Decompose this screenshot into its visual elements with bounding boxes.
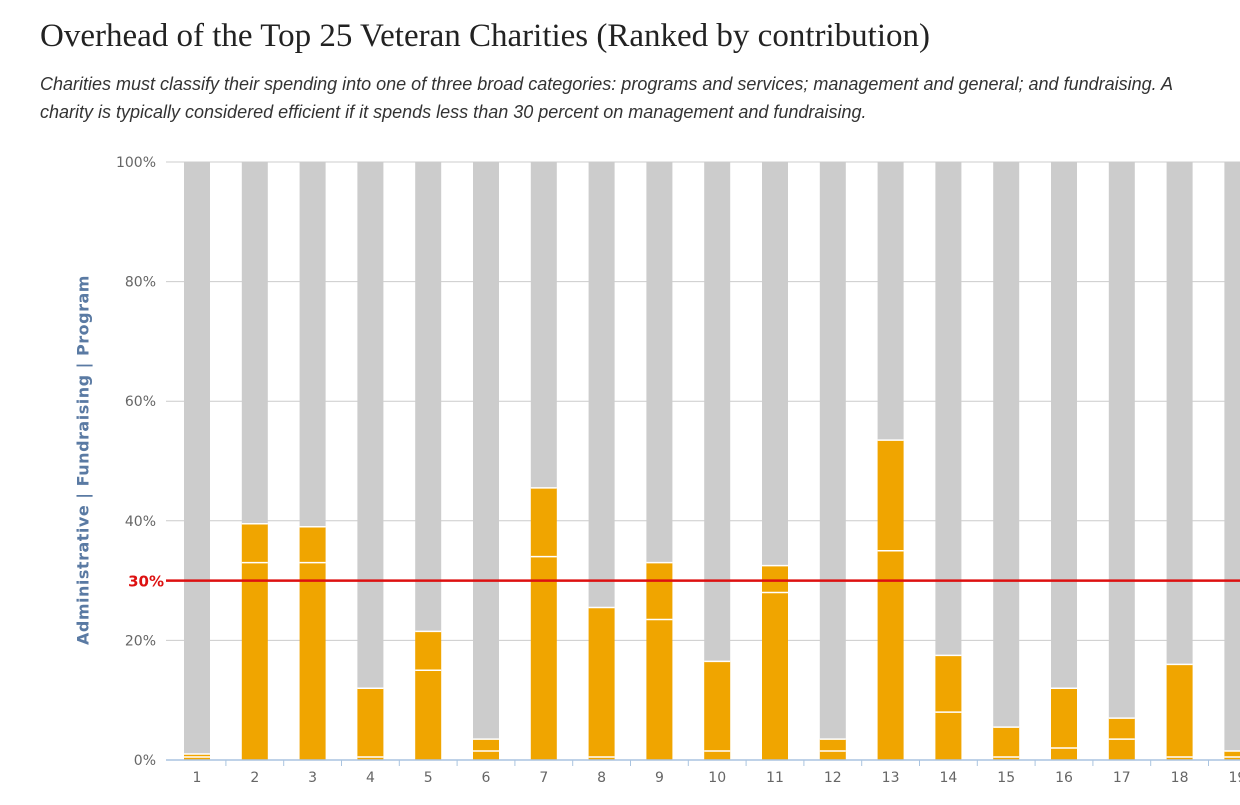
x-tick-label: 2 [250, 770, 259, 786]
fundraising-segment [357, 688, 384, 758]
administrative-segment [646, 619, 673, 760]
program-segment [473, 162, 499, 740]
administrative-segment [935, 712, 962, 760]
administrative-segment [357, 757, 384, 760]
x-tick-label: 18 [1171, 770, 1189, 786]
x-tick-label: 17 [1113, 770, 1131, 786]
administrative-segment [241, 562, 268, 760]
threshold-label: 30% [128, 573, 164, 591]
program-segment [415, 162, 442, 632]
administrative-segment [184, 757, 210, 760]
program-segment [1051, 162, 1077, 689]
fundraising-segment [646, 562, 673, 620]
program-segment [1108, 162, 1135, 719]
program-segment [704, 162, 731, 662]
y-tick-label: 60% [125, 394, 156, 410]
administrative-segment [588, 757, 615, 760]
program-segment [993, 162, 1020, 728]
fundraising-segment [299, 526, 326, 563]
x-tick-label: 7 [539, 770, 548, 786]
fundraising-segment [704, 661, 731, 752]
administrative-segment [530, 556, 557, 760]
administrative-segment [1166, 757, 1193, 760]
fundraising-segment [530, 487, 557, 557]
x-tick-label: 9 [655, 770, 664, 786]
fundraising-segment [993, 727, 1020, 758]
administrative-segment [473, 751, 499, 760]
y-tick-label: 0% [134, 753, 156, 769]
fundraising-segment [762, 565, 788, 593]
program-segment [1166, 162, 1193, 665]
x-tick-label: 6 [482, 770, 491, 786]
administrative-segment [877, 550, 904, 760]
program-segment [588, 162, 615, 608]
fundraising-segment [935, 655, 962, 713]
program-segment [819, 162, 846, 740]
administrative-segment [704, 751, 731, 760]
fundraising-segment [241, 523, 268, 563]
x-tick-label: 12 [824, 770, 842, 786]
fundraising-segment [415, 631, 442, 671]
x-tick-label: 13 [882, 770, 900, 786]
fundraising-segment [1166, 664, 1193, 758]
administrative-segment [819, 751, 846, 760]
administrative-segment [415, 670, 442, 760]
program-segment [646, 162, 673, 563]
fundraising-segment [1224, 751, 1240, 758]
program-segment [935, 162, 962, 656]
fundraising-segment [819, 739, 846, 752]
program-segment [357, 162, 384, 689]
x-tick-label: 19 [1228, 770, 1240, 786]
x-tick-label: 4 [366, 770, 375, 786]
program-segment [762, 162, 788, 566]
x-tick-label: 15 [997, 770, 1015, 786]
x-tick-label: 5 [424, 770, 433, 786]
x-tick-label: 11 [766, 770, 784, 786]
y-tick-label: 100% [116, 155, 156, 171]
administrative-segment [1051, 748, 1077, 760]
administrative-segment [993, 757, 1020, 760]
x-tick-label: 3 [308, 770, 317, 786]
y-tick-label: 20% [125, 633, 156, 649]
administrative-segment [1224, 757, 1240, 760]
program-segment [530, 162, 557, 488]
chart-title: Overhead of the Top 25 Veteran Charities… [40, 18, 930, 54]
x-tick-label: 1 [193, 770, 202, 786]
chart-subtitle: Charities must classify their spending i… [40, 74, 1173, 122]
program-segment [299, 162, 326, 527]
x-tick-label: 10 [708, 770, 726, 786]
fundraising-segment [473, 739, 499, 752]
x-tick-label: 8 [597, 770, 606, 786]
fundraising-segment [1051, 688, 1077, 749]
administrative-segment [299, 562, 326, 760]
fundraising-segment [1108, 718, 1135, 740]
program-segment [184, 162, 210, 755]
fundraising-segment [184, 754, 210, 758]
program-segment [877, 162, 904, 441]
y-tick-label: 40% [125, 514, 156, 530]
y-tick-label: 80% [125, 275, 156, 291]
fundraising-segment [877, 440, 904, 551]
x-tick-label: 16 [1055, 770, 1073, 786]
administrative-segment [762, 592, 788, 760]
program-segment [241, 162, 268, 524]
program-segment [1224, 162, 1240, 752]
administrative-segment [1108, 739, 1135, 760]
x-tick-label: 14 [939, 770, 957, 786]
fundraising-segment [588, 607, 615, 758]
